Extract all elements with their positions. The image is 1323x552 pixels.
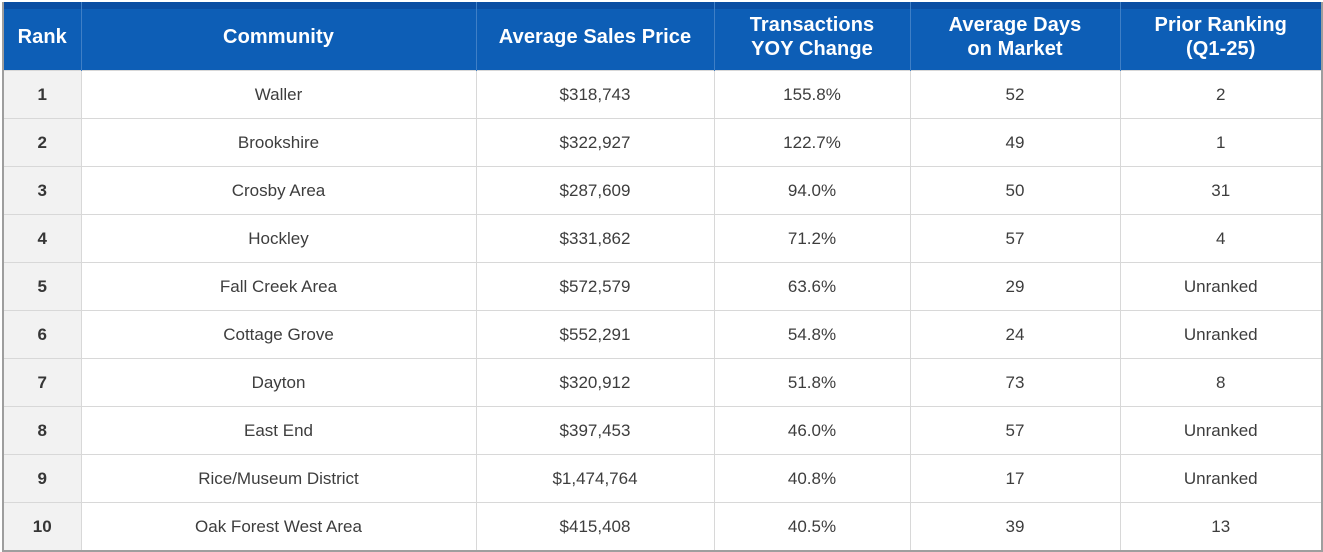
cell-prior-ranking: 2 [1119, 70, 1323, 119]
cell-rank: 7 [2, 358, 82, 407]
cell-avg-days-on-market: 73 [909, 358, 1121, 407]
cell-avg-sales-price: $1,474,764 [475, 454, 715, 503]
header-row: Rank Community Average Sales Price Trans… [3, 2, 1322, 71]
cell-avg-days-on-market: 57 [909, 214, 1121, 263]
cell-rank: 2 [2, 118, 82, 167]
cell-community: Oak Forest West Area [80, 502, 477, 552]
cell-community: Brookshire [80, 118, 477, 167]
cell-avg-sales-price: $322,927 [475, 118, 715, 167]
cell-transactions-yoy-change: 71.2% [713, 214, 911, 263]
column-header-rank: Rank [3, 2, 81, 71]
cell-transactions-yoy-change: 155.8% [713, 70, 911, 119]
table-body: 1 Waller $318,743 155.8% 52 2 2 Brookshire $322,… [2, 70, 1323, 552]
cell-avg-days-on-market: 52 [909, 70, 1121, 119]
column-header-average-sales-price: Average Sales Price [475, 2, 714, 71]
cell-avg-sales-price: $320,912 [475, 358, 715, 407]
cell-transactions-yoy-change: 94.0% [713, 166, 911, 215]
cell-community: East End [80, 406, 477, 455]
cell-community: Cottage Grove [80, 310, 477, 359]
column-header-prior-ranking: Prior Ranking (Q1-25) [1119, 2, 1322, 71]
cell-avg-days-on-market: 49 [909, 118, 1121, 167]
table-row: 7 Dayton $320,912 51.8% 73 8 [2, 358, 1323, 407]
cell-prior-ranking: 8 [1119, 358, 1323, 407]
cell-avg-days-on-market: 24 [909, 310, 1121, 359]
cell-transactions-yoy-change: 63.6% [713, 262, 911, 311]
cell-transactions-yoy-change: 54.8% [713, 310, 911, 359]
cell-community: Dayton [80, 358, 477, 407]
cell-avg-sales-price: $331,862 [475, 214, 715, 263]
cell-rank: 4 [2, 214, 82, 263]
cell-rank: 6 [2, 310, 82, 359]
cell-avg-days-on-market: 50 [909, 166, 1121, 215]
cell-prior-ranking: Unranked [1119, 454, 1323, 503]
column-header-average-days-on-market: Average Days on Market [909, 2, 1120, 71]
cell-prior-ranking: Unranked [1119, 262, 1323, 311]
cell-avg-sales-price: $552,291 [475, 310, 715, 359]
table-row: 1 Waller $318,743 155.8% 52 2 [2, 70, 1323, 119]
cell-transactions-yoy-change: 51.8% [713, 358, 911, 407]
table-row: 6 Cottage Grove $552,291 54.8% 24 Unranked [2, 310, 1323, 359]
table-row: 9 Rice/Museum District $1,474,764 40.8% 17 Un… [2, 454, 1323, 503]
cell-rank: 9 [2, 454, 82, 503]
cell-prior-ranking: 1 [1119, 118, 1323, 167]
cell-avg-days-on-market: 17 [909, 454, 1121, 503]
table-header: Rank Community Average Sales Price Trans… [3, 2, 1322, 71]
cell-transactions-yoy-change: 122.7% [713, 118, 911, 167]
cell-avg-days-on-market: 39 [909, 502, 1121, 552]
cell-rank: 1 [2, 70, 82, 119]
cell-prior-ranking: 31 [1119, 166, 1323, 215]
table-row: 3 Crosby Area $287,609 94.0% 50 31 [2, 166, 1323, 215]
cell-prior-ranking: Unranked [1119, 310, 1323, 359]
column-header-transactions-yoy-change: Transactions YOY Change [713, 2, 910, 71]
cell-rank: 8 [2, 406, 82, 455]
cell-transactions-yoy-change: 40.5% [713, 502, 911, 552]
cell-prior-ranking: 13 [1119, 502, 1323, 552]
cell-avg-sales-price: $318,743 [475, 70, 715, 119]
cell-avg-sales-price: $572,579 [475, 262, 715, 311]
cell-community: Rice/Museum District [80, 454, 477, 503]
cell-prior-ranking: 4 [1119, 214, 1323, 263]
cell-prior-ranking: Unranked [1119, 406, 1323, 455]
cell-community: Hockley [80, 214, 477, 263]
cell-community: Fall Creek Area [80, 262, 477, 311]
table-row: 2 Brookshire $322,927 122.7% 49 1 [2, 118, 1323, 167]
cell-community: Waller [80, 70, 477, 119]
cell-avg-days-on-market: 57 [909, 406, 1121, 455]
cell-transactions-yoy-change: 40.8% [713, 454, 911, 503]
cell-rank: 5 [2, 262, 82, 311]
table-row: 5 Fall Creek Area $572,579 63.6% 29 Unranked [2, 262, 1323, 311]
cell-rank: 3 [2, 166, 82, 215]
cell-rank: 10 [2, 502, 82, 552]
cell-transactions-yoy-change: 46.0% [713, 406, 911, 455]
table-row: 8 East End $397,453 46.0% 57 Unranked [2, 406, 1323, 455]
table-row: 4 Hockley $331,862 71.2% 57 4 [2, 214, 1323, 263]
table-row: 10 Oak Forest West Area $415,408 40.5% 39 13 [2, 502, 1323, 552]
cell-avg-days-on-market: 29 [909, 262, 1121, 311]
cell-avg-sales-price: $397,453 [475, 406, 715, 455]
cell-avg-sales-price: $287,609 [475, 166, 715, 215]
cell-avg-sales-price: $415,408 [475, 502, 715, 552]
cell-community: Crosby Area [80, 166, 477, 215]
column-header-community: Community [80, 2, 476, 71]
